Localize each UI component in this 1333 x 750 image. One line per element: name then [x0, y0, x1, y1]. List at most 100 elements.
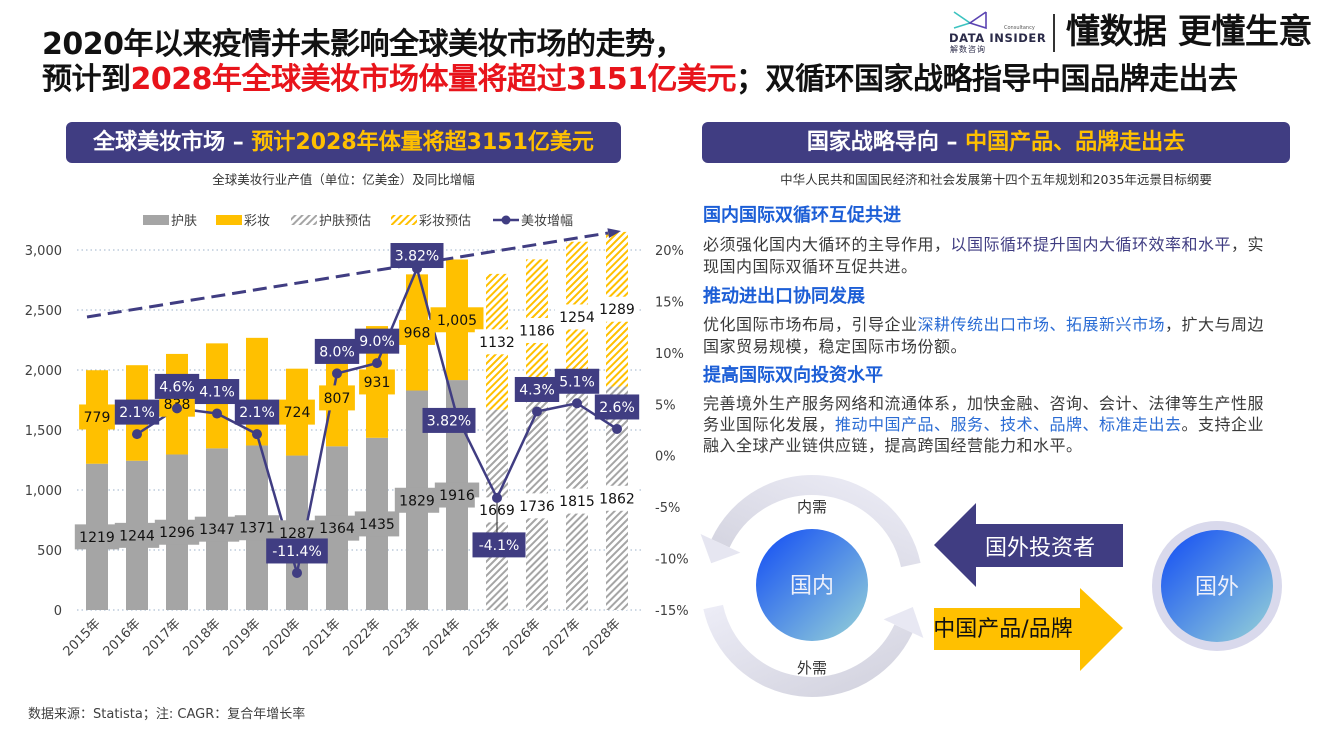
- skincare-value-label: 1244: [114, 522, 160, 548]
- cosmetics-value-label: 931: [359, 369, 395, 395]
- title-prefix: 预计到: [42, 62, 131, 97]
- cosmetics-value-label-text: 779: [84, 410, 111, 426]
- body-emphasis: 推动中国产品、服务、技术、品牌、标准走出去: [835, 414, 1182, 434]
- skincare-value-label: 1862: [594, 485, 640, 511]
- legend-item: 彩妆预估: [391, 214, 471, 229]
- x-tick-label: 2022年: [341, 616, 384, 659]
- logo-tagline: Consultancy: [1004, 25, 1035, 31]
- cosmetics-value-label-bg: [430, 307, 484, 333]
- skincare-value-label-text: 1371: [239, 521, 275, 537]
- body-emphasis: 以国际循环提升国内大循环效率和水平: [950, 235, 1232, 254]
- legend-label: 美妆增幅: [521, 214, 573, 229]
- skincare-value-label: 1829: [394, 487, 440, 513]
- skincare-value-label-bg: [514, 493, 560, 519]
- foreign-label: 国外: [1195, 575, 1239, 600]
- y-right-tick-label: -10%: [655, 553, 689, 568]
- growth-point: [252, 429, 262, 440]
- growth-value-label-bg: [194, 379, 240, 405]
- x-tick-label: 2016年: [101, 616, 144, 659]
- growth-value-label-text: 4.6%: [159, 379, 195, 395]
- cosmetics-value-label-bg: [279, 399, 315, 425]
- cosmetics-value-label: 1,005: [430, 307, 484, 333]
- chart-legend: 护肤 彩妆 护肤预估 彩妆预估 美妆增幅: [143, 214, 573, 229]
- skincare-value-label: 1815: [554, 488, 600, 514]
- x-tick-label: 2027年: [541, 616, 584, 659]
- growth-point: [132, 429, 142, 440]
- domestic-circle: [756, 529, 868, 641]
- legend-label: 护肤: [171, 214, 197, 229]
- skincare-value-label: 1916: [434, 482, 480, 508]
- growth-value-label-bg: [266, 538, 328, 564]
- title-suffix: ；双循环国家战略指导中国品牌走出去: [736, 62, 1238, 97]
- section-body-investment: 完善境外生产服务网络和流通体系，加快金融、咨询、会计、法律等生产性服务业国际化发…: [703, 394, 1273, 456]
- growth-value-label: -4.1%: [472, 532, 526, 558]
- growth-value-label: 2.1%: [114, 399, 160, 425]
- cosmetics-value-label: 1254: [554, 304, 600, 330]
- outbound-arrow-icon: [934, 588, 1123, 671]
- y-left-tick-label: 3,000: [25, 244, 62, 259]
- cosmetics-value-label: 968: [399, 319, 435, 345]
- skincare-value-label-text: 1829: [399, 493, 435, 509]
- growth-value-label-bg: [472, 532, 526, 558]
- growth-point: [172, 403, 182, 414]
- growth-point: [292, 567, 302, 578]
- right-banner-prefix: 国家战略导向 –: [806, 130, 966, 155]
- x-tick-label: 2015年: [61, 616, 104, 659]
- section-body-dual-circulation: 必须强化国内大循环的主导作用，以国际循环提升国内大循环效率和水平，实现国内国际双…: [703, 234, 1273, 277]
- skincare-value-label: 1736: [514, 493, 560, 519]
- y-left-tick-label: 2,500: [25, 304, 62, 319]
- cosmetics-value-label-text: 807: [324, 391, 351, 407]
- domestic-label: 国内: [790, 574, 834, 599]
- skincare-value-label-text: 1916: [439, 488, 475, 504]
- x-tick-label: 2024年: [421, 616, 464, 659]
- inbound-arrow-icon: [934, 503, 1123, 587]
- y-right-tick-label: 0%: [655, 450, 676, 465]
- gridlines: 0 500 1,000 1,500 2,000 2,500 3,000 -15% -10% -5%…: [25, 244, 689, 619]
- body-text: ，实现国内国际双循环互促共进。: [703, 235, 1265, 276]
- page-title-line-1: 2020年以来疫情并未影响全球美妆市场的走势，: [42, 27, 685, 62]
- y-right-tick-label: -5%: [655, 501, 680, 516]
- cosmetics-value-label-text: 931: [364, 375, 391, 391]
- cosmetics-value-label-bg: [399, 319, 435, 345]
- dual-circulation-diagram: 内需 外需 国内 国外投资者 中国产品/品牌 国外: [700, 475, 1282, 697]
- trend-arrow: [86, 228, 621, 319]
- x-tick-label: 2018年: [181, 616, 224, 659]
- skincare-value-label-text: 1219: [79, 530, 115, 546]
- legend-marker-swatch: [501, 215, 511, 225]
- trend-arrow-line: [86, 231, 609, 319]
- growth-point: [492, 492, 502, 503]
- cosmetics-value-label-bg: [594, 296, 640, 322]
- growth-value-label-bg: [234, 399, 280, 425]
- logo-purple-stroke: [968, 11, 987, 30]
- growth-point: [612, 423, 622, 434]
- growth-value-label-text: 2.1%: [239, 405, 275, 421]
- growth-point: [532, 406, 542, 417]
- growth-value-label-text: 3.82%: [395, 249, 439, 265]
- y-left-tick-label: 1,500: [25, 424, 62, 439]
- body-text: ，扩大与周边国家贸易规模，稳定国际市场份额。: [703, 315, 1265, 356]
- y-left-tick-label: 500: [37, 544, 62, 559]
- skincare-value-label: 1364: [314, 515, 360, 541]
- growth-value-label-text: 2.6%: [599, 400, 635, 416]
- cosmetics-value-label-text: 968: [404, 325, 431, 341]
- cosmetics-value-label-text: 1,005: [437, 313, 477, 329]
- x-tick-label: 2017年: [141, 616, 184, 659]
- growth-point: [572, 398, 582, 409]
- y-right-tick-label: 5%: [655, 398, 676, 413]
- growth-point: [212, 408, 222, 419]
- legend-swatch: [291, 215, 317, 225]
- upper-cycle-arc: [711, 475, 921, 568]
- growth-value-label-bg: [390, 243, 444, 269]
- slogan: 懂数据 更懂生意: [1066, 12, 1312, 52]
- left-banner-highlight: 预计2028年体量将超3151亿美元: [251, 130, 594, 155]
- skincare-value-label-text: 1244: [119, 528, 155, 544]
- cosmetics-value-label-text: 1254: [559, 310, 595, 326]
- page-title-line-2: 预计到2028年全球美妆市场体量将超过3151亿美元；双循环国家战略指导中国品牌…: [42, 62, 1238, 98]
- growth-value-label-bg: [514, 376, 560, 402]
- body-text: 。支持企业融入全球产业链供应链，提高跨国经营能力和水平。: [703, 414, 1265, 455]
- data-insider-logo-icon: [953, 11, 987, 30]
- growth-value-label-text: 2.1%: [119, 405, 155, 421]
- cosmetics-value-label-text: 1186: [519, 324, 555, 340]
- growth-value-label-text: 3.82%: [427, 413, 471, 429]
- x-tick-label: 2021年: [301, 616, 344, 659]
